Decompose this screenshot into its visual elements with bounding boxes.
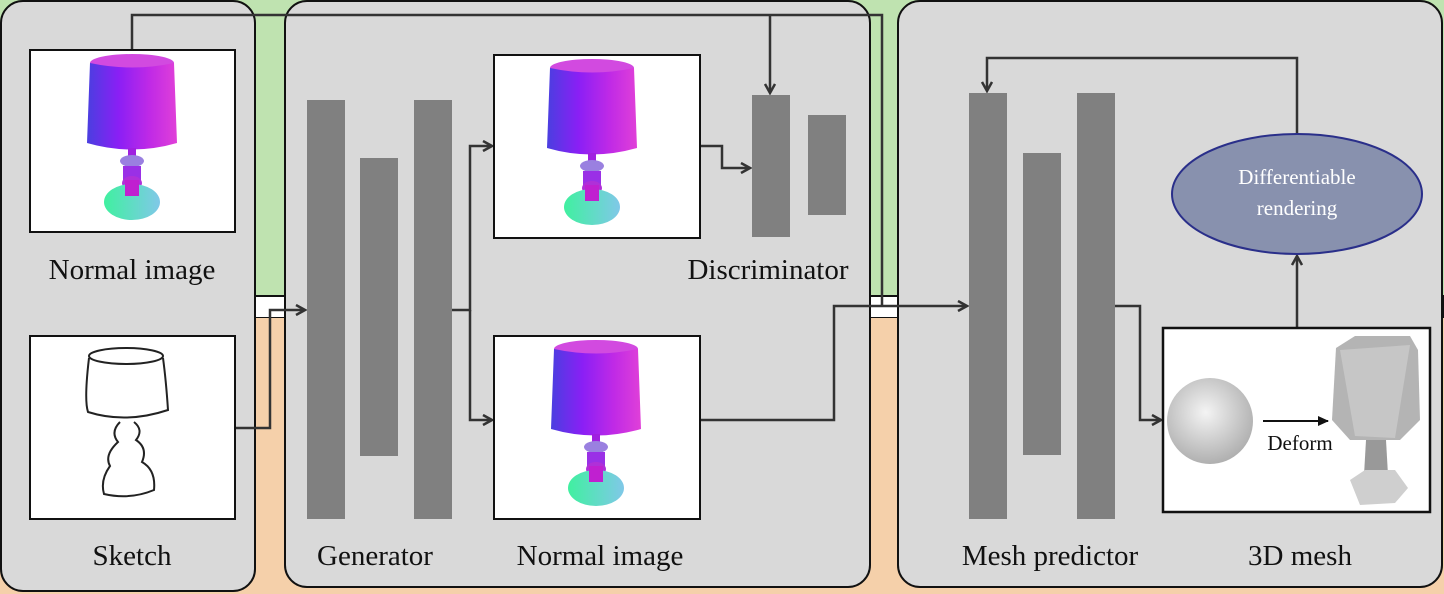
- sketch-label: Sketch: [93, 540, 172, 572]
- sketch-to-generator-arrow: [235, 310, 305, 430]
- mesh-predictor-layer-2: [1023, 153, 1061, 455]
- rendering-feedback-arrow: [987, 56, 1299, 134]
- generator-to-bottom-normal-arrow: [468, 310, 492, 420]
- differentiable-rendering-node: [1171, 133, 1423, 255]
- discriminator-layer-1: [752, 95, 790, 237]
- sketch-image: [29, 335, 236, 520]
- lamp-sketch: [85, 347, 170, 498]
- deformed-lamp-mesh: [1332, 336, 1420, 505]
- deform-label: Deform: [1267, 431, 1332, 455]
- generator-layer-2: [360, 158, 398, 456]
- generator-to-top-normal-arrow: [452, 146, 492, 312]
- normal-to-mesh-predictor-arrow: [700, 306, 967, 422]
- normal-to-discriminator-arrow: [700, 144, 750, 168]
- rendering-line-1: Differentiable: [1238, 165, 1355, 189]
- sphere-template: [1167, 378, 1253, 464]
- normal-image-label: Normal image: [49, 254, 216, 286]
- mesh-predictor-layer-3: [1077, 93, 1115, 519]
- gt-normal-line: [130, 13, 884, 306]
- rendering-line-2: rendering: [1257, 196, 1338, 220]
- 3d-mesh-label: 3D mesh: [1248, 540, 1352, 572]
- generator-layer-1: [307, 100, 345, 519]
- normal-image-output-label: Normal image: [517, 540, 684, 572]
- mesh-predictor-label: Mesh predictor: [962, 540, 1139, 572]
- discriminator-label: Discriminator: [687, 254, 848, 286]
- generator-layer-3: [414, 100, 452, 519]
- generator-label: Generator: [317, 540, 433, 572]
- connectors: [130, 13, 1299, 430]
- discriminator-layer-2: [808, 115, 846, 215]
- predictor-to-mesh-arrow: [1115, 304, 1161, 420]
- mesh-predictor-layer-1: [969, 93, 1007, 519]
